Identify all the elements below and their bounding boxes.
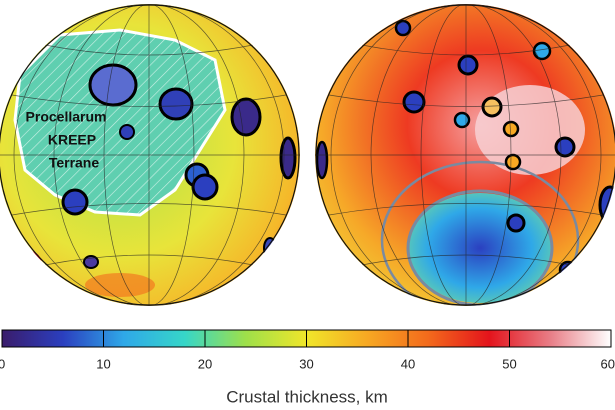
left-hemisphere — [0, 4, 300, 306]
colorbar-tick-label: 60 — [601, 356, 615, 371]
colorbar-tick-label: 50 — [502, 356, 516, 371]
right-hemisphere — [315, 4, 615, 306]
colorbar-tick-label: 20 — [198, 356, 212, 371]
colorbar-tick-label: 0 — [0, 356, 5, 371]
colorbar-label: Crustal thickness, km — [226, 387, 388, 406]
annotation: Terrane — [49, 155, 100, 171]
colorbar-tick-label: 10 — [96, 356, 110, 371]
annotation: KREEP — [48, 132, 96, 148]
annotation: Procellarum — [26, 109, 107, 125]
colorbar-tick-label: 30 — [299, 356, 313, 371]
colorbar-tick-label: 40 — [401, 356, 415, 371]
